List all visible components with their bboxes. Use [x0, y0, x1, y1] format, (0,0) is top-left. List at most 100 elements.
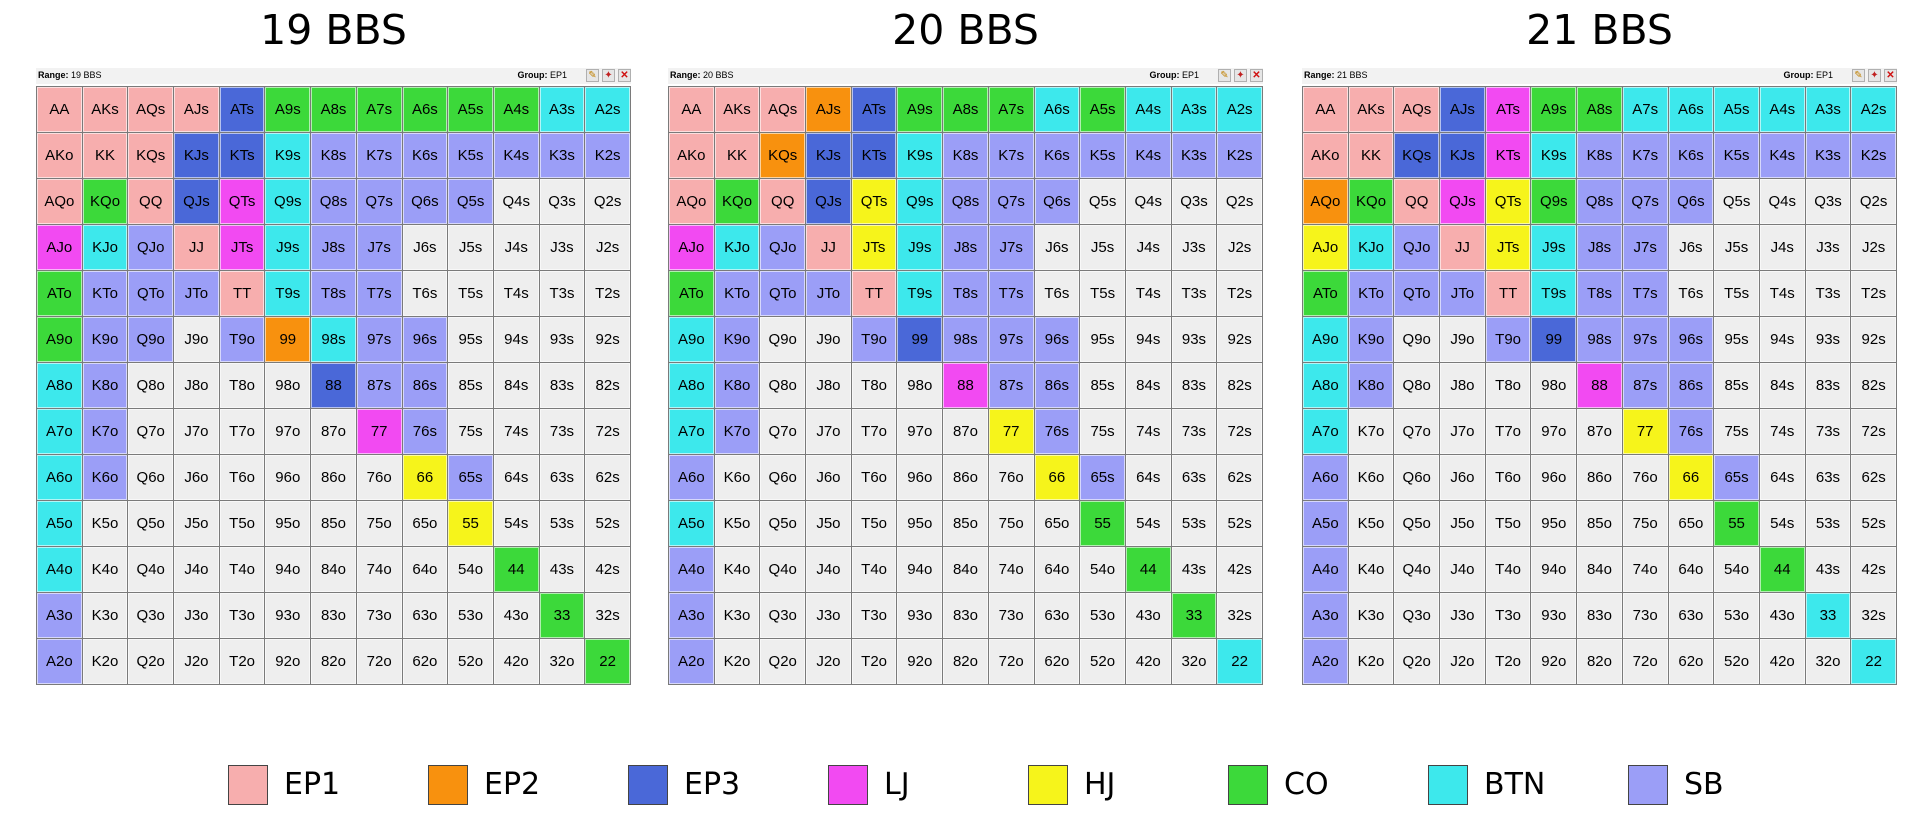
hand-cell-jts[interactable]: JTs — [851, 225, 897, 270]
hand-cell-k2s[interactable]: K2s — [1217, 133, 1262, 178]
hand-cell-aqo[interactable]: AQo — [669, 179, 714, 224]
hand-cell-43s[interactable]: 43s — [1805, 547, 1851, 592]
hand-cell-aa[interactable]: AA — [669, 87, 714, 132]
hand-cell-j6s[interactable]: J6s — [402, 225, 448, 270]
hand-cell-q3s[interactable]: Q3s — [539, 179, 585, 224]
hand-cell-73s[interactable]: 73s — [1171, 409, 1217, 454]
hand-cell-a8s[interactable]: A8s — [943, 87, 988, 132]
hand-cell-83s[interactable]: 83s — [539, 363, 585, 408]
hand-cell-aqo[interactable]: AQo — [1303, 179, 1348, 224]
hand-cell-t8o[interactable]: T8o — [219, 363, 265, 408]
hand-cell-aks[interactable]: AKs — [82, 87, 128, 132]
hand-cell-q7o[interactable]: Q7o — [128, 409, 174, 454]
hand-cell-k8s[interactable]: K8s — [943, 133, 988, 178]
hand-cell-t8s[interactable]: T8s — [943, 271, 988, 316]
hand-cell-97s[interactable]: 97s — [356, 317, 402, 362]
hand-cell-94s[interactable]: 94s — [493, 317, 539, 362]
hand-cell-t2s[interactable]: T2s — [1217, 271, 1262, 316]
hand-cell-a8s[interactable]: A8s — [1577, 87, 1622, 132]
hand-cell-j4o[interactable]: J4o — [174, 547, 219, 592]
hand-cell-k8o[interactable]: K8o — [1348, 363, 1394, 408]
hand-cell-32o[interactable]: 32o — [1171, 639, 1217, 684]
hand-cell-75o[interactable]: 75o — [988, 501, 1034, 546]
hand-cell-q2o[interactable]: Q2o — [1394, 639, 1440, 684]
hand-cell-a7o[interactable]: A7o — [1303, 409, 1348, 454]
hand-cell-t6o[interactable]: T6o — [219, 455, 265, 500]
hand-cell-k4s[interactable]: K4s — [1125, 133, 1171, 178]
hand-cell-98o[interactable]: 98o — [897, 363, 943, 408]
hand-cell-j4s[interactable]: J4s — [1759, 225, 1805, 270]
hand-cell-k8o[interactable]: K8o — [714, 363, 760, 408]
hand-cell-j2s[interactable]: J2s — [1851, 225, 1896, 270]
hand-cell-tt[interactable]: TT — [219, 271, 265, 316]
hand-cell-t3s[interactable]: T3s — [1171, 271, 1217, 316]
hand-cell-k3s[interactable]: K3s — [1805, 133, 1851, 178]
hand-cell-t3s[interactable]: T3s — [1805, 271, 1851, 316]
hand-cell-q2s[interactable]: Q2s — [585, 179, 630, 224]
hand-cell-kto[interactable]: KTo — [714, 271, 760, 316]
hand-cell-62s[interactable]: 62s — [1217, 455, 1262, 500]
hand-cell-j3o[interactable]: J3o — [1440, 593, 1485, 638]
hand-cell-j2o[interactable]: J2o — [1440, 639, 1485, 684]
hand-cell-aks[interactable]: AKs — [714, 87, 760, 132]
hand-cell-53o[interactable]: 53o — [448, 593, 493, 638]
hand-cell-85o[interactable]: 85o — [943, 501, 988, 546]
hand-cell-62o[interactable]: 62o — [402, 639, 448, 684]
hand-cell-83o[interactable]: 83o — [943, 593, 988, 638]
hand-cell-65o[interactable]: 65o — [1034, 501, 1080, 546]
hand-cell-aqo[interactable]: AQo — [37, 179, 82, 224]
hand-cell-82s[interactable]: 82s — [1217, 363, 1262, 408]
hand-cell-72o[interactable]: 72o — [356, 639, 402, 684]
hand-cell-k2o[interactable]: K2o — [1348, 639, 1394, 684]
hand-cell-t9o[interactable]: T9o — [219, 317, 265, 362]
hand-cell-q5s[interactable]: Q5s — [1080, 179, 1125, 224]
hand-cell-a7o[interactable]: A7o — [669, 409, 714, 454]
hand-cell-ako[interactable]: AKo — [669, 133, 714, 178]
hand-cell-j5o[interactable]: J5o — [1440, 501, 1485, 546]
hand-cell-43o[interactable]: 43o — [1759, 593, 1805, 638]
hand-cell-kqo[interactable]: KQo — [82, 179, 128, 224]
hand-cell-32s[interactable]: 32s — [1217, 593, 1262, 638]
close-icon[interactable]: ✕ — [618, 69, 631, 82]
hand-cell-q3o[interactable]: Q3o — [1394, 593, 1440, 638]
hand-cell-q5o[interactable]: Q5o — [128, 501, 174, 546]
hand-cell-53s[interactable]: 53s — [1171, 501, 1217, 546]
hand-cell-j2o[interactable]: J2o — [174, 639, 219, 684]
hand-cell-76s[interactable]: 76s — [1034, 409, 1080, 454]
hand-cell-j5s[interactable]: J5s — [448, 225, 493, 270]
hand-cell-95o[interactable]: 95o — [1531, 501, 1577, 546]
hand-cell-42o[interactable]: 42o — [1125, 639, 1171, 684]
hand-cell-87o[interactable]: 87o — [1577, 409, 1622, 454]
hand-cell-93s[interactable]: 93s — [1171, 317, 1217, 362]
hand-cell-63o[interactable]: 63o — [1668, 593, 1714, 638]
hand-cell-k3s[interactable]: K3s — [539, 133, 585, 178]
hand-cell-k3o[interactable]: K3o — [1348, 593, 1394, 638]
hand-cell-q8s[interactable]: Q8s — [1577, 179, 1622, 224]
hand-cell-a9s[interactable]: A9s — [1531, 87, 1577, 132]
hand-cell-kjs[interactable]: KJs — [806, 133, 851, 178]
hand-cell-k4o[interactable]: K4o — [1348, 547, 1394, 592]
hand-cell-97s[interactable]: 97s — [988, 317, 1034, 362]
hand-cell-q8o[interactable]: Q8o — [128, 363, 174, 408]
hand-cell-kqs[interactable]: KQs — [760, 133, 806, 178]
hand-cell-q8o[interactable]: Q8o — [1394, 363, 1440, 408]
hand-cell-q2o[interactable]: Q2o — [128, 639, 174, 684]
hand-cell-kk[interactable]: KK — [1348, 133, 1394, 178]
hand-cell-93o[interactable]: 93o — [1531, 593, 1577, 638]
hand-cell-83o[interactable]: 83o — [1577, 593, 1622, 638]
hand-cell-84o[interactable]: 84o — [1577, 547, 1622, 592]
hand-cell-ato[interactable]: ATo — [1303, 271, 1348, 316]
hand-cell-t2s[interactable]: T2s — [1851, 271, 1896, 316]
hand-cell-62o[interactable]: 62o — [1668, 639, 1714, 684]
hand-cell-q2o[interactable]: Q2o — [760, 639, 806, 684]
hand-cell-a2s[interactable]: A2s — [1217, 87, 1262, 132]
hand-cell-43o[interactable]: 43o — [1125, 593, 1171, 638]
hand-cell-99[interactable]: 99 — [265, 317, 311, 362]
hand-cell-j3o[interactable]: J3o — [806, 593, 851, 638]
hand-cell-t9o[interactable]: T9o — [851, 317, 897, 362]
hand-cell-kqo[interactable]: KQo — [714, 179, 760, 224]
hand-cell-k4o[interactable]: K4o — [714, 547, 760, 592]
hand-cell-q6o[interactable]: Q6o — [128, 455, 174, 500]
hand-cell-ajs[interactable]: AJs — [1440, 87, 1485, 132]
hand-cell-t4s[interactable]: T4s — [1125, 271, 1171, 316]
